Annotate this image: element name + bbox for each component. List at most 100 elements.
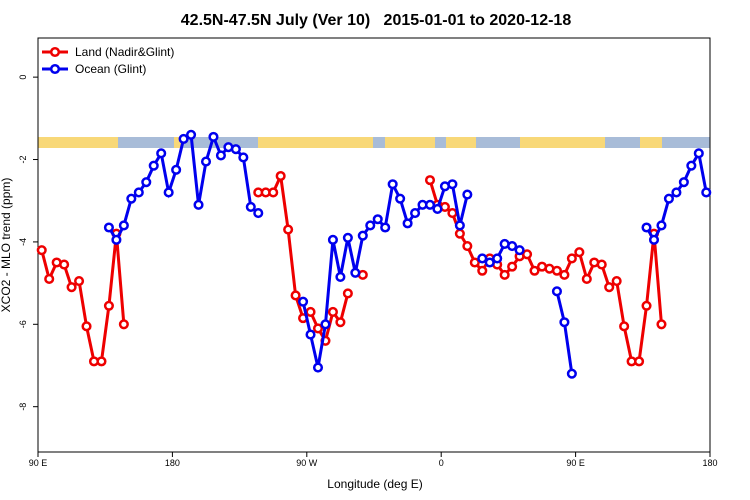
point (365, 220, 376, 231)
point (215, 150, 226, 161)
point (447, 179, 458, 190)
point (163, 187, 174, 198)
point (559, 269, 570, 280)
point (693, 148, 704, 159)
point (454, 228, 465, 239)
point (484, 257, 495, 268)
point (499, 269, 510, 280)
point (118, 220, 129, 231)
point (529, 265, 540, 276)
point (290, 290, 301, 301)
point (126, 193, 137, 204)
point (327, 234, 338, 245)
point (357, 230, 368, 241)
point (604, 282, 615, 293)
point (208, 131, 219, 142)
point (111, 234, 122, 245)
land-ocean-strip (38, 137, 710, 148)
point (596, 259, 607, 270)
point (574, 247, 585, 258)
point (641, 300, 652, 311)
point (387, 179, 398, 190)
point (686, 160, 697, 171)
point (477, 265, 488, 276)
point (611, 275, 622, 287)
point (283, 224, 294, 235)
point (350, 267, 361, 278)
point (372, 214, 383, 225)
point (447, 208, 458, 219)
point (253, 208, 264, 219)
point (656, 220, 667, 231)
point (193, 199, 204, 210)
point (492, 253, 503, 264)
point (477, 253, 488, 264)
series-line (40, 170, 663, 363)
point (342, 288, 353, 299)
point (230, 144, 241, 155)
x-tick-label: 90 E (29, 458, 48, 468)
y-tick-label: -8 (18, 403, 28, 411)
point (268, 187, 279, 198)
point (648, 234, 660, 245)
point (312, 323, 324, 334)
point (462, 240, 473, 252)
point (305, 306, 316, 317)
point (424, 175, 436, 186)
point (551, 265, 562, 276)
point (118, 319, 129, 330)
point (634, 356, 645, 367)
point (96, 356, 107, 367)
point (462, 189, 473, 200)
point (335, 271, 346, 282)
point (200, 156, 212, 167)
point (424, 199, 436, 210)
point (619, 321, 630, 332)
point (701, 187, 712, 198)
series-line (107, 132, 708, 374)
point (559, 317, 570, 328)
point (320, 319, 331, 330)
x-tick-label: 90 W (296, 458, 318, 468)
point (522, 249, 533, 260)
legend-marker (49, 63, 61, 75)
legend-label: Land (Nadir&Glint) (75, 45, 174, 59)
point (671, 187, 682, 198)
point (312, 362, 324, 373)
point (305, 329, 316, 340)
chart-title: 42.5N-47.5N July (Ver 10) 2015-01-01 to … (181, 12, 572, 29)
point (74, 275, 85, 287)
point (656, 319, 667, 330)
point (402, 218, 413, 229)
point (432, 203, 443, 215)
point (245, 201, 256, 212)
point (454, 220, 465, 231)
point (103, 300, 114, 311)
point (275, 170, 286, 182)
point (44, 273, 55, 285)
x-tick-label: 0 (439, 458, 444, 468)
point (298, 296, 309, 307)
point (81, 321, 92, 332)
point (507, 261, 518, 272)
point (327, 306, 338, 317)
point (566, 368, 577, 379)
plot-frame (37, 37, 711, 453)
point (507, 240, 518, 252)
point (410, 208, 421, 219)
y-axis-label: XCO2 - MLO trend (ppm) (0, 178, 13, 313)
legend-label: Ocean (Glint) (75, 62, 146, 76)
point (171, 164, 182, 175)
point (335, 317, 346, 328)
y-tick-label: -4 (18, 238, 28, 246)
point (566, 253, 577, 264)
point (178, 133, 189, 144)
point (551, 286, 562, 297)
point (36, 245, 47, 256)
x-tick-label: 180 (165, 458, 180, 468)
y-tick-label: 0 (18, 75, 28, 80)
point (148, 160, 159, 171)
point (514, 245, 525, 256)
point (380, 222, 391, 233)
point (641, 222, 652, 233)
